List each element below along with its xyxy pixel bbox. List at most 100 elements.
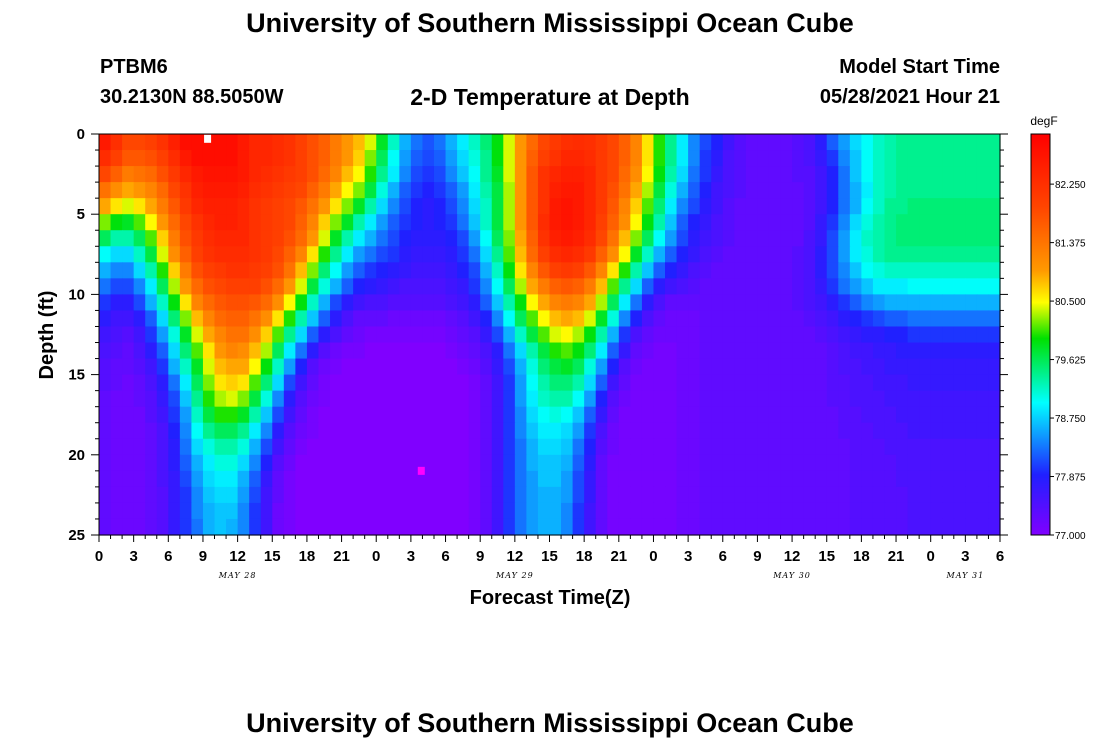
heatmap-cell bbox=[976, 438, 990, 456]
heatmap-cell bbox=[688, 454, 701, 472]
heatmap-cell bbox=[468, 294, 481, 312]
colorbar-unit: degF bbox=[1030, 114, 1057, 128]
heatmap-cell bbox=[168, 470, 181, 488]
heatmap-cell bbox=[330, 358, 343, 376]
heatmap-cell bbox=[768, 262, 782, 279]
heatmap-cell bbox=[376, 502, 389, 520]
heatmap-cell bbox=[306, 518, 320, 536]
heatmap-cell bbox=[491, 230, 504, 247]
heatmap-cell bbox=[422, 422, 435, 440]
heatmap-cell bbox=[942, 134, 955, 151]
heatmap-cell bbox=[861, 262, 874, 279]
heatmap-cell bbox=[445, 262, 458, 279]
heatmap-cell bbox=[641, 246, 655, 263]
heatmap-cell bbox=[942, 518, 955, 536]
heatmap-cell bbox=[122, 278, 135, 295]
heatmap-cell bbox=[491, 486, 504, 504]
heatmap-cell bbox=[896, 390, 909, 408]
heatmap-cell bbox=[272, 134, 285, 151]
heatmap-cell bbox=[549, 278, 562, 295]
heatmap-cell bbox=[930, 310, 943, 328]
heatmap-cell bbox=[572, 166, 585, 183]
heatmap-cell bbox=[468, 278, 481, 295]
heatmap-cell bbox=[757, 438, 770, 456]
heatmap-cell bbox=[849, 278, 862, 295]
heatmap-cell bbox=[387, 262, 400, 279]
heatmap-cell bbox=[283, 470, 296, 488]
heatmap-cell bbox=[514, 406, 527, 424]
colorbar: degF 82.25081.37580.50079.62578.75077.87… bbox=[1030, 114, 1086, 542]
heatmap-cell bbox=[457, 310, 470, 328]
heatmap-cell bbox=[387, 374, 400, 392]
heatmap-cell bbox=[318, 278, 331, 295]
heatmap-cell bbox=[757, 246, 770, 263]
heatmap-cell bbox=[110, 342, 123, 360]
heatmap-cell bbox=[364, 182, 377, 199]
heatmap-cell bbox=[353, 262, 366, 279]
heatmap-cell bbox=[202, 150, 216, 167]
heatmap-cell bbox=[907, 310, 920, 328]
heatmap-cell bbox=[410, 502, 424, 520]
heatmap-cell bbox=[110, 390, 123, 408]
heatmap-cell bbox=[468, 182, 481, 199]
heatmap-cell bbox=[572, 390, 585, 408]
heatmap-cell bbox=[330, 214, 343, 231]
heatmap-cell bbox=[249, 166, 262, 183]
heatmap-cell bbox=[768, 486, 782, 504]
heatmap-cell bbox=[965, 278, 978, 295]
heatmap-cell bbox=[341, 326, 354, 344]
heatmap-cell bbox=[110, 326, 123, 344]
heatmap-cell bbox=[260, 518, 273, 536]
heatmap-cell bbox=[191, 374, 204, 392]
heatmap-cell bbox=[168, 278, 181, 295]
heatmap-cell bbox=[872, 358, 886, 376]
heatmap-cell bbox=[872, 502, 886, 520]
heatmap-cell bbox=[907, 182, 920, 199]
heatmap-cell bbox=[318, 198, 331, 215]
heatmap-cell bbox=[341, 294, 354, 312]
heatmap-cell bbox=[653, 390, 666, 408]
heatmap-cell bbox=[179, 278, 193, 295]
heatmap-cell bbox=[988, 374, 1001, 392]
heatmap-cell bbox=[896, 230, 909, 247]
heatmap-cell bbox=[722, 182, 735, 199]
heatmap-cell bbox=[768, 278, 782, 295]
heatmap-cell bbox=[988, 422, 1001, 440]
heatmap-cell bbox=[965, 390, 978, 408]
heatmap-cell bbox=[526, 246, 539, 263]
heatmap-cell bbox=[641, 486, 655, 504]
heatmap-cell bbox=[110, 150, 123, 167]
heatmap-cell bbox=[156, 150, 169, 167]
heatmap-cell bbox=[480, 438, 493, 456]
heatmap-cell bbox=[618, 310, 631, 328]
heatmap-cell bbox=[457, 454, 470, 472]
heatmap-cell bbox=[976, 310, 990, 328]
heatmap-cell bbox=[318, 422, 331, 440]
heatmap-cell bbox=[595, 470, 608, 488]
heatmap-cell bbox=[237, 310, 250, 328]
heatmap-cell bbox=[214, 406, 227, 424]
heatmap-cell bbox=[792, 310, 805, 328]
heatmap-cell bbox=[988, 358, 1001, 376]
heatmap-cell bbox=[537, 246, 551, 263]
heatmap-cell bbox=[780, 502, 793, 520]
heatmap-cell bbox=[896, 422, 909, 440]
heatmap-cell bbox=[953, 150, 966, 167]
heatmap-cell bbox=[826, 406, 839, 424]
heatmap-cell bbox=[861, 230, 874, 247]
heatmap-cell bbox=[942, 406, 955, 424]
heatmap-cell bbox=[491, 310, 504, 328]
heatmap-cell bbox=[930, 390, 943, 408]
heatmap-cell bbox=[260, 198, 273, 215]
heatmap-cell bbox=[122, 326, 135, 344]
heatmap-cell bbox=[445, 454, 458, 472]
heatmap-cell bbox=[191, 438, 204, 456]
heatmap-cell bbox=[815, 406, 828, 424]
heatmap-cell bbox=[722, 134, 735, 151]
heatmap-cell bbox=[457, 422, 470, 440]
heatmap-cell bbox=[722, 454, 735, 472]
heatmap-cell bbox=[607, 342, 620, 360]
heatmap-cell bbox=[226, 486, 239, 504]
heatmap-cell bbox=[410, 438, 424, 456]
heatmap-cell bbox=[745, 230, 759, 247]
